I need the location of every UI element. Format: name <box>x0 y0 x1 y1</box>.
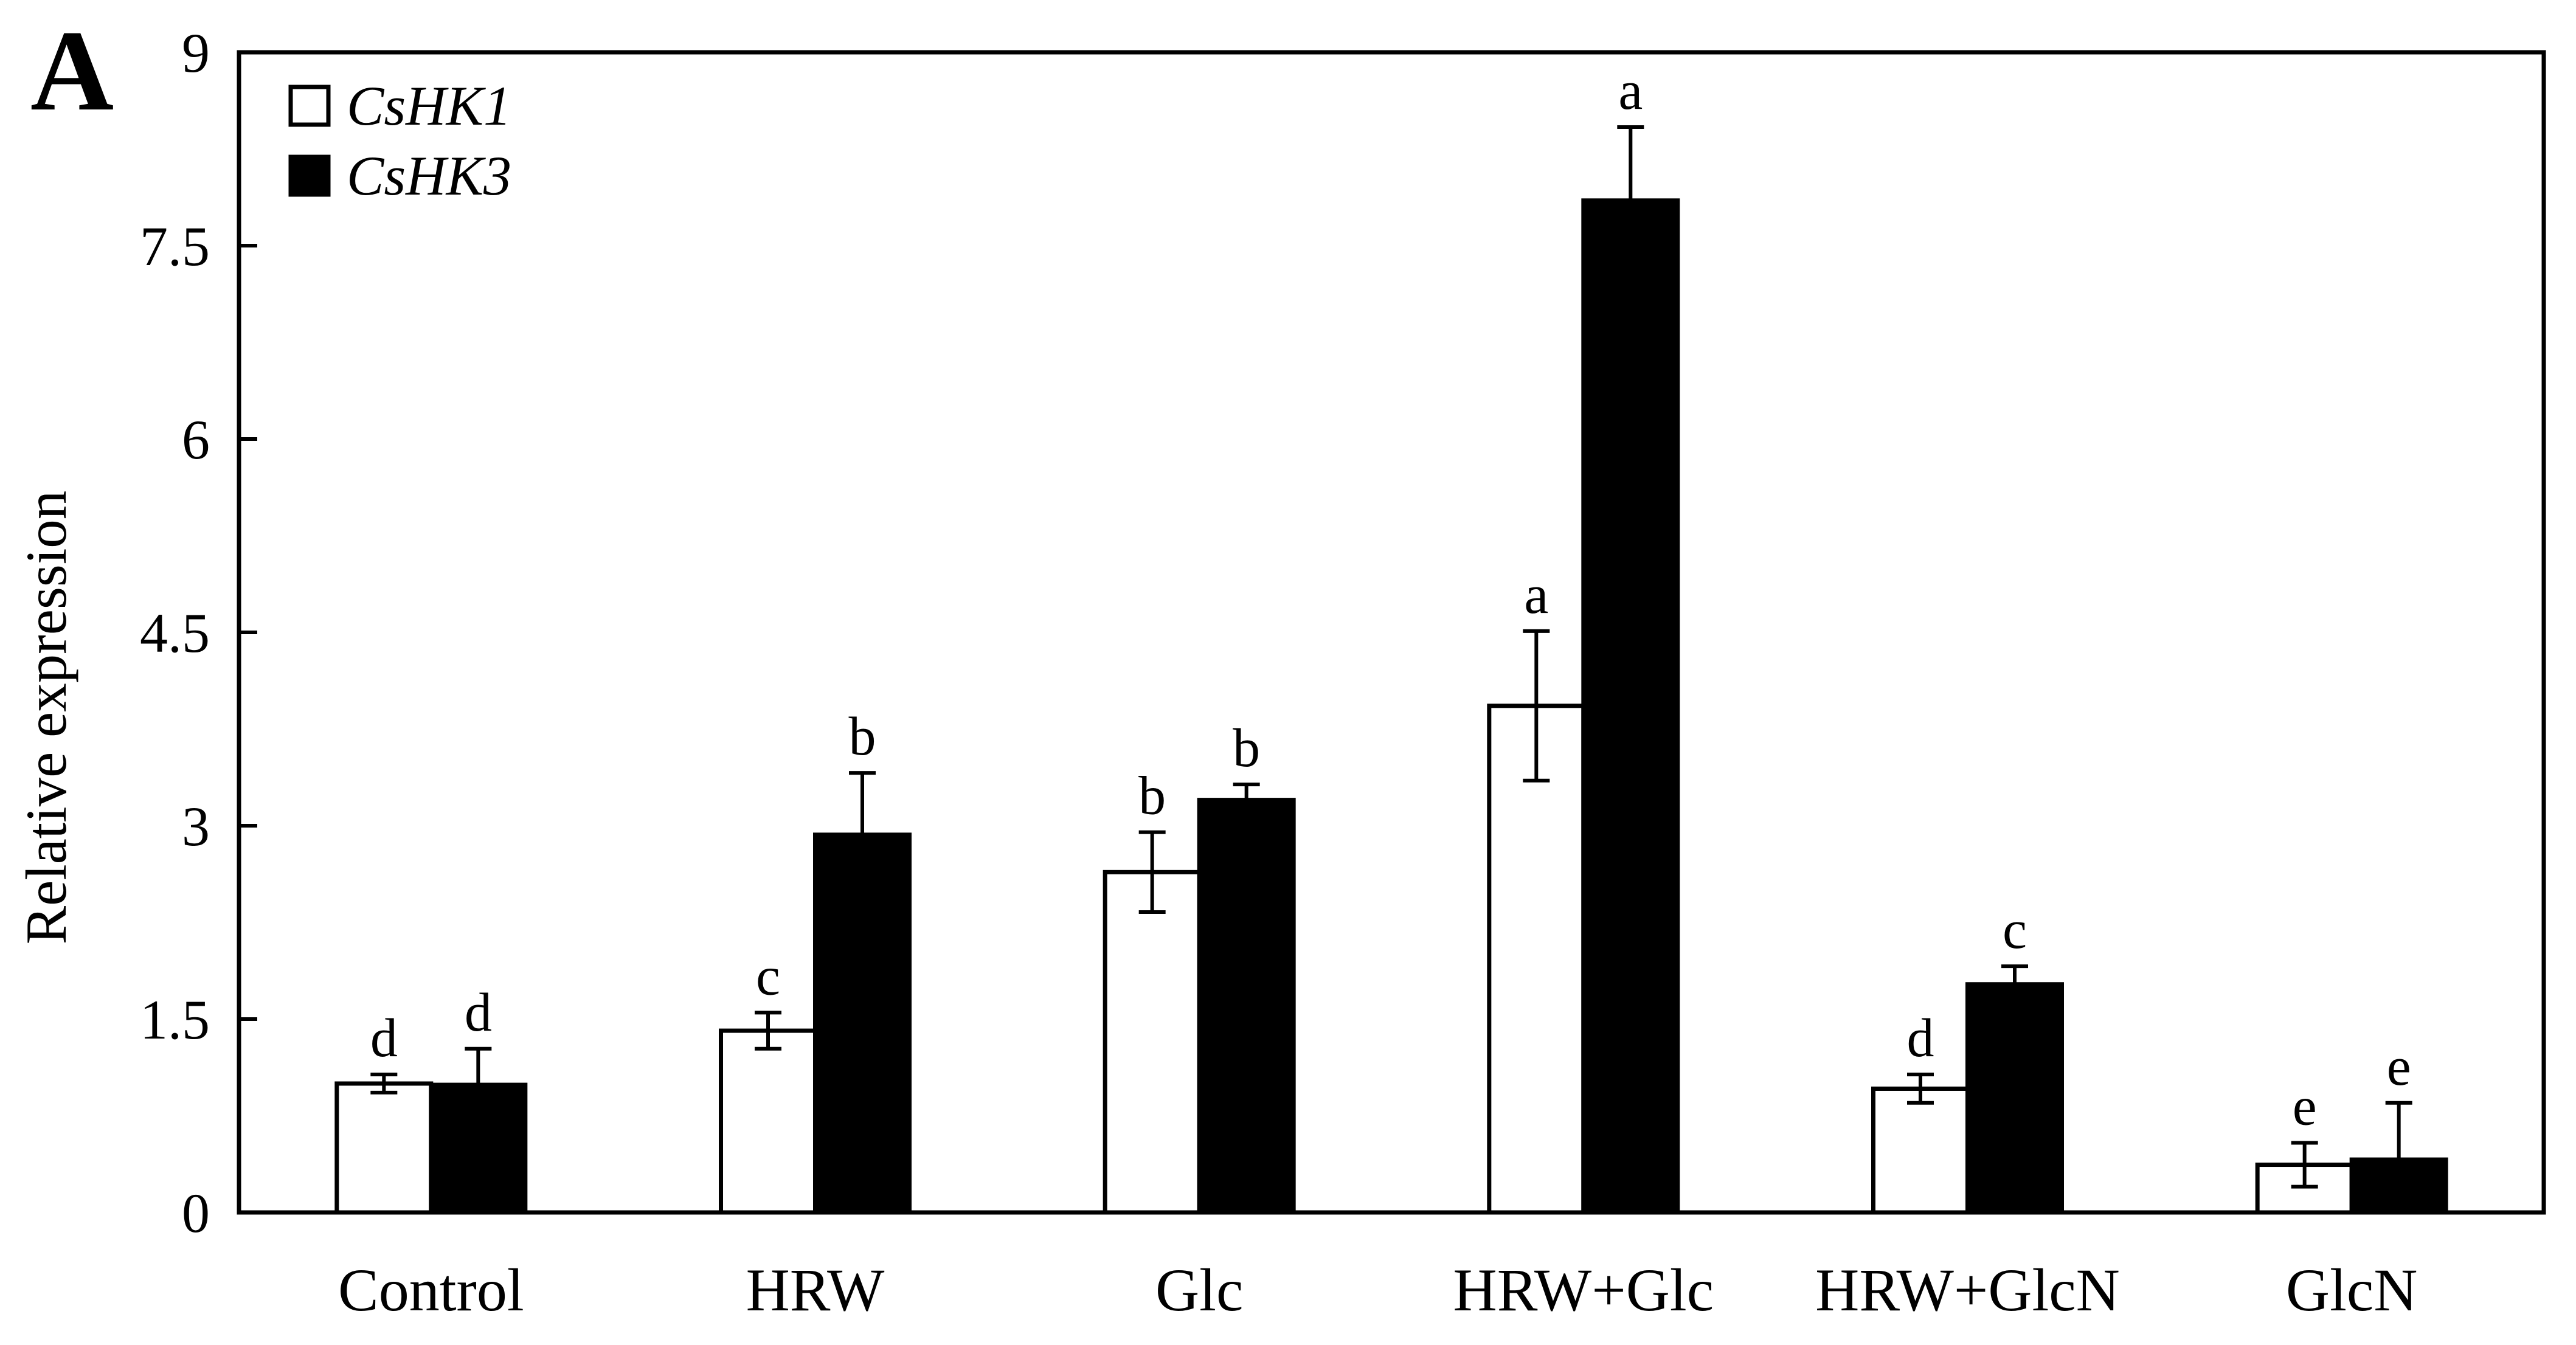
x-tick-label: Control <box>338 1256 524 1324</box>
x-tick-label: Glc <box>1155 1256 1243 1324</box>
bar-cshk1 <box>334 1081 434 1215</box>
significance-letter: a <box>1524 565 1548 625</box>
legend-label: CsHK1 <box>347 75 511 137</box>
bar-cshk3 <box>1197 798 1296 1215</box>
bar-cshk1 <box>1103 870 1202 1215</box>
bar-cshk1 <box>1487 704 1586 1215</box>
significance-letter: b <box>1138 766 1166 826</box>
significance-letter: d <box>465 983 492 1043</box>
significance-letter: c <box>2003 900 2027 960</box>
significance-letter: d <box>1907 1008 1934 1068</box>
y-tick-label: 7.5 <box>140 215 210 277</box>
y-axis-label: Relative expression <box>14 491 78 945</box>
panel-letter: A <box>30 7 114 135</box>
significance-letter: b <box>1233 718 1260 778</box>
bar-cshk3 <box>1581 198 1680 1215</box>
significance-letter: c <box>756 946 780 1006</box>
x-tick-label: GlcN <box>2286 1256 2418 1324</box>
bar-cshk1 <box>1871 1086 1970 1215</box>
y-tick-label: 3 <box>182 795 210 857</box>
x-tick-label: HRW <box>746 1256 885 1324</box>
y-tick-label: 0 <box>182 1182 210 1244</box>
significance-letter: e <box>2387 1037 2411 1097</box>
significance-letter: b <box>849 707 876 767</box>
y-tick-label: 9 <box>182 22 210 84</box>
bar-cshk3 <box>1965 982 2064 1215</box>
legend-swatch-cshk3 <box>288 154 331 197</box>
y-tick-label: 6 <box>182 409 210 471</box>
bar-cshk1 <box>719 1028 817 1215</box>
legend-label: CsHK3 <box>347 145 511 207</box>
plot-frame <box>237 50 2546 1215</box>
significance-letter: d <box>370 1008 398 1068</box>
y-tick-label: 1.5 <box>140 989 210 1051</box>
legend-swatch-cshk1 <box>288 85 331 127</box>
x-tick-label: HRW+Glc <box>1453 1256 1714 1324</box>
significance-letter: e <box>2293 1077 2317 1137</box>
significance-letter: a <box>1618 61 1643 121</box>
x-tick-label: HRW+GlcN <box>1815 1256 2120 1324</box>
y-tick-label: 4.5 <box>140 602 210 664</box>
